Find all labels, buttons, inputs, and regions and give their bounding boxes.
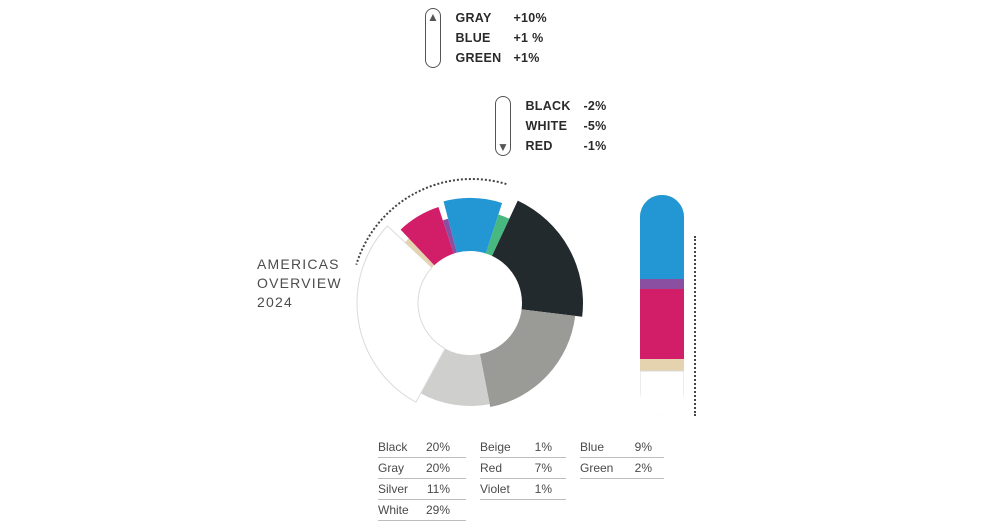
legend-val: 11% <box>420 482 450 496</box>
pill-seg-white <box>640 371 684 437</box>
legend-val: 1% <box>522 482 552 496</box>
legend-val: 20% <box>420 461 450 475</box>
legend-col-3: Blue9% Green2% <box>580 437 664 479</box>
legend-val: 7% <box>522 461 552 475</box>
legend-name: Gray <box>378 461 420 475</box>
pill-seg-blue <box>640 191 684 323</box>
legend-name: White <box>378 503 420 517</box>
trend-down-name: BLACK <box>525 96 583 116</box>
legend-val: 29% <box>420 503 450 517</box>
trend-up-val: +1 % <box>513 28 551 48</box>
title-line: 2024 <box>257 293 342 312</box>
dotted-line-icon <box>694 236 696 416</box>
pill-seg-violet <box>640 279 684 333</box>
legend-name: Blue <box>580 440 622 454</box>
legend-val: 1% <box>522 440 552 454</box>
arrow-down-icon: ▼ <box>495 96 511 156</box>
trend-up-val: +10% <box>513 8 551 28</box>
trend-up-box: ▲ GRAY+10% BLUE+1 % GREEN+1% <box>425 8 551 68</box>
trend-down-name: WHITE <box>525 116 583 136</box>
arrow-up-icon: ▲ <box>425 8 441 68</box>
trend-down-val: -5% <box>583 116 621 136</box>
trend-down-val: -1% <box>583 136 621 156</box>
legend-name: Black <box>378 440 420 454</box>
trend-up-val: +1% <box>513 48 551 68</box>
trend-down-name: RED <box>525 136 583 156</box>
legend-name: Red <box>480 461 522 475</box>
legend-col-2: Beige1% Red7% Violet1% <box>480 437 566 500</box>
legend-val: 9% <box>622 440 652 454</box>
trend-up-name: GRAY <box>455 8 513 28</box>
legend-name: Beige <box>480 440 522 454</box>
trend-up-name: BLUE <box>455 28 513 48</box>
title-line: OVERVIEW <box>257 274 342 293</box>
pill-seg-green <box>640 173 684 235</box>
trend-down-val: -2% <box>583 96 621 116</box>
legend-col-1: Black20% Gray20% Silver11% White29% <box>378 437 466 521</box>
legend-val: 20% <box>420 440 450 454</box>
trend-down-table: BLACK-2% WHITE-5% RED-1% <box>525 96 621 156</box>
title-line: AMERICAS <box>257 255 342 274</box>
trend-down-box: ▼ BLACK-2% WHITE-5% RED-1% <box>495 96 621 156</box>
legend-name: Violet <box>480 482 522 496</box>
pill-seg-beige <box>640 359 684 415</box>
legend-val: 2% <box>622 461 652 475</box>
trend-up-name: GREEN <box>455 48 513 68</box>
legend-name: Silver <box>378 482 420 496</box>
trend-up-table: GRAY+10% BLUE+1 % GREEN+1% <box>455 8 551 68</box>
page-title: AMERICAS OVERVIEW 2024 <box>257 255 342 312</box>
pill-seg-red <box>640 289 684 403</box>
legend-name: Green <box>580 461 622 475</box>
dotted-arc-icon <box>307 135 637 465</box>
